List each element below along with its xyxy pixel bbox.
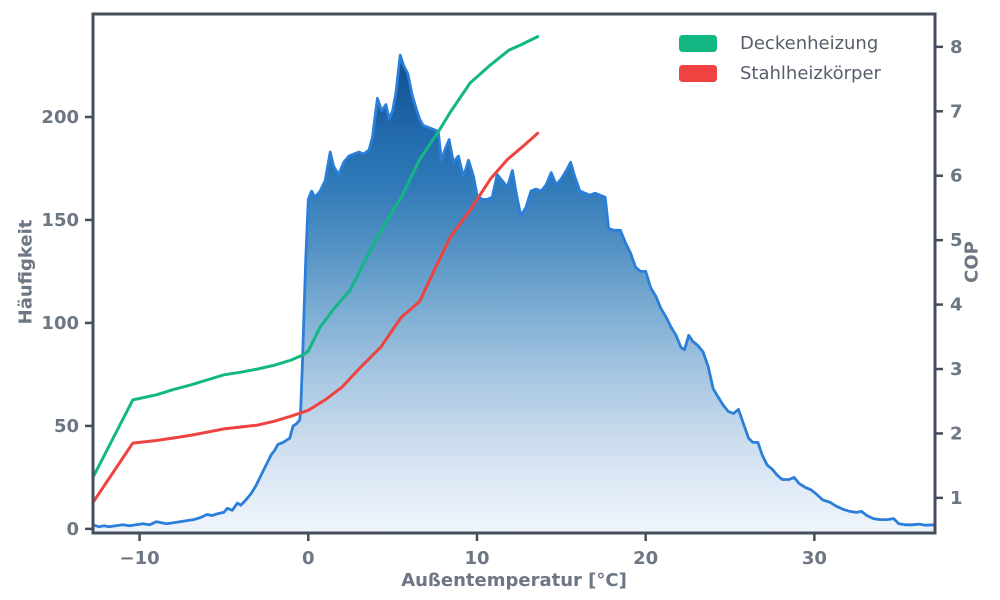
svg-text:150: 150 [41,210,79,231]
svg-text:200: 200 [41,107,79,128]
svg-text:5: 5 [950,230,963,251]
svg-text:100: 100 [41,313,79,334]
svg-text:1: 1 [950,488,963,509]
svg-text:6: 6 [950,166,963,187]
histogram-area [93,55,935,533]
svg-text:10: 10 [464,548,489,569]
x-axis-label: Außentemperatur [°C] [401,570,627,591]
series-line-deckenheizung [91,35,540,479]
legend-item-stahlheizkoerper: Stahlheizkörper [679,61,881,85]
y-axis-left-ticks: 0 50 100 150 200 [41,107,93,540]
x-axis-ticks: −10 0 10 20 30 [119,533,827,569]
legend-swatch-stahlheizkoerper [679,64,717,82]
y-axis-label-left: Häufigkeit [15,219,37,325]
svg-text:4: 4 [950,295,963,316]
svg-text:−10: −10 [119,548,159,569]
svg-text:20: 20 [633,548,658,569]
legend: Deckenheizung Stahlheizkörper [679,31,881,91]
legend-label-deckenheizung: Deckenheizung [740,32,879,54]
svg-text:8: 8 [950,37,963,58]
legend-item-deckenheizung: Deckenheizung [679,31,881,55]
svg-text:30: 30 [802,548,827,569]
svg-text:0: 0 [302,548,315,569]
svg-text:50: 50 [54,416,79,437]
svg-text:3: 3 [950,359,963,380]
axes-frame [91,12,937,535]
y-axis-label-right: COP [961,241,983,283]
histogram-outline [91,53,937,529]
svg-text:0: 0 [66,519,79,540]
series-line-stahlheizkoerper [91,131,540,504]
legend-swatch-deckenheizung [679,34,717,52]
svg-text:2: 2 [950,423,963,444]
y-axis-right-ticks: 1 2 3 4 5 6 7 8 [935,37,963,509]
legend-label-stahlheizkoerper: Stahlheizkörper [740,62,881,84]
svg-text:7: 7 [950,101,963,122]
